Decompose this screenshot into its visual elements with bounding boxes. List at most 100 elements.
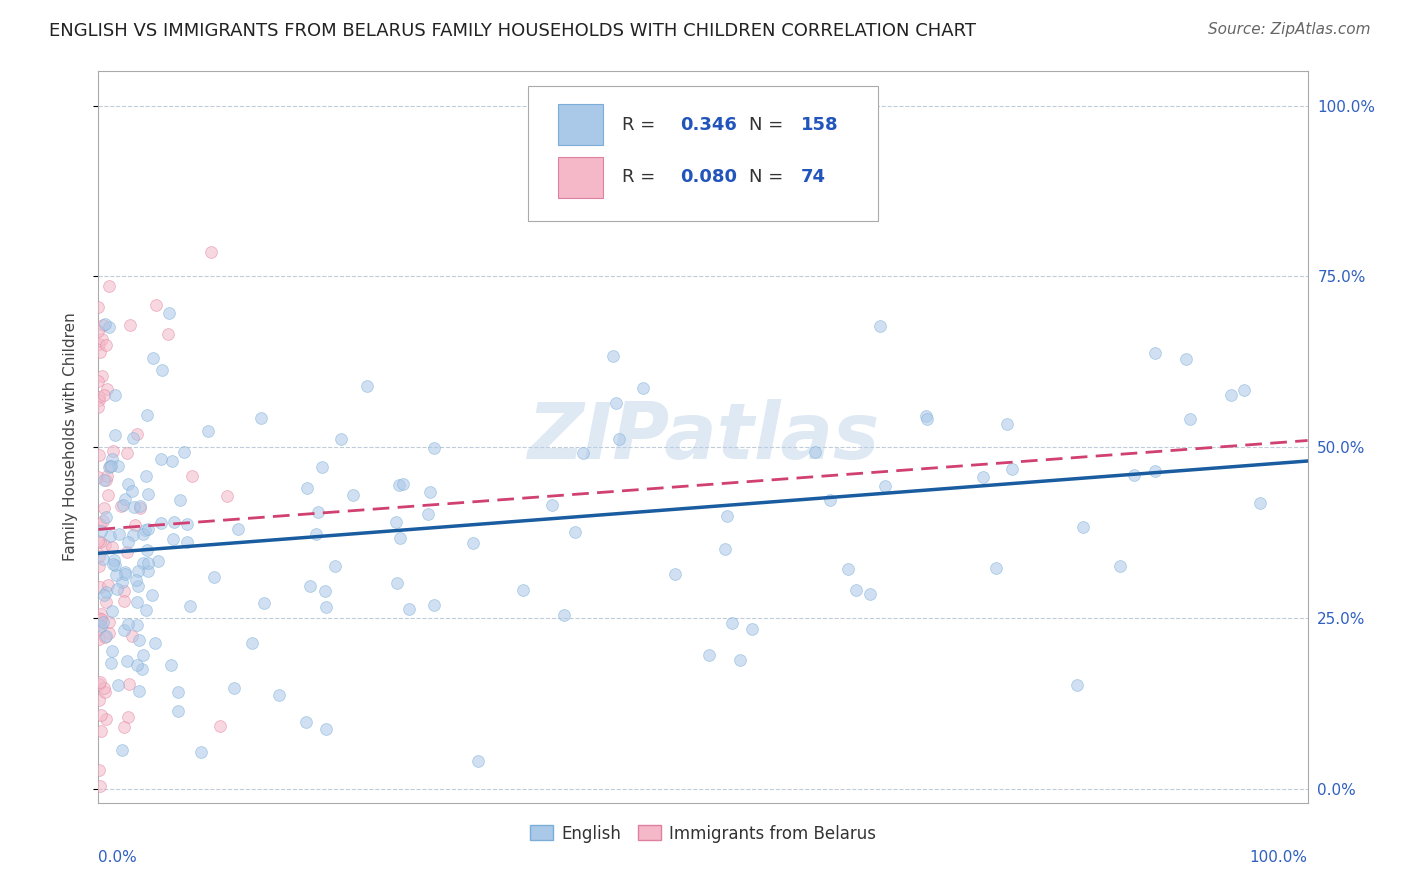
Point [104, 428, 127, 442]
Point [125, 657, 148, 672]
Point [141, 588, 163, 602]
Point [96, 382, 118, 396]
Point [117, 616, 139, 631]
Point [101, 643, 124, 657]
Point [94, 473, 117, 487]
Point [104, 388, 127, 402]
Point [134, 524, 156, 538]
Point [572, 445, 595, 459]
Point [602, 349, 624, 363]
Point [664, 567, 686, 582]
Point [169, 493, 191, 508]
Point [392, 477, 415, 491]
Point [307, 504, 329, 518]
FancyBboxPatch shape [527, 86, 879, 221]
Point [202, 569, 225, 583]
Point [311, 459, 333, 474]
Point [87, 533, 110, 548]
Point [845, 582, 868, 597]
Point [111, 742, 134, 756]
Point [100, 458, 122, 473]
Point [91, 552, 114, 566]
Point [222, 681, 245, 695]
Point [87, 610, 110, 624]
Point [121, 629, 143, 643]
Point [512, 582, 534, 597]
Point [149, 838, 172, 853]
Point [132, 648, 155, 662]
Point [1233, 383, 1256, 397]
Point [305, 527, 328, 541]
Point [148, 553, 170, 567]
Point [136, 486, 159, 500]
Point [342, 487, 364, 501]
Point [98, 279, 121, 293]
Point [209, 719, 232, 733]
Point [87, 622, 110, 636]
Point [181, 469, 204, 483]
Point [463, 535, 485, 549]
Point [114, 565, 136, 579]
Point [90, 612, 112, 626]
Point [122, 528, 145, 542]
Point [108, 526, 131, 541]
Point [149, 451, 172, 466]
Point [103, 557, 125, 571]
Point [98, 459, 121, 474]
Point [127, 579, 149, 593]
Point [93, 681, 115, 696]
Point [200, 244, 222, 259]
Point [915, 411, 938, 425]
Point [179, 599, 201, 614]
Point [356, 379, 378, 393]
Point [93, 500, 115, 515]
Point [984, 561, 1007, 575]
Point [94, 712, 117, 726]
Point [803, 445, 825, 459]
Point [121, 483, 143, 498]
Point [100, 656, 122, 670]
Point [869, 318, 891, 333]
Point [96, 488, 118, 502]
Point [94, 629, 117, 643]
Point [173, 444, 195, 458]
Point [190, 745, 212, 759]
Point [90, 607, 112, 621]
Point [117, 535, 139, 549]
Point [150, 363, 173, 377]
Point [132, 556, 155, 570]
Point [564, 524, 586, 539]
Text: R =: R = [621, 116, 661, 134]
Point [631, 381, 654, 395]
Point [176, 517, 198, 532]
Point [859, 587, 882, 601]
Point [87, 301, 110, 315]
Point [741, 622, 763, 636]
Point [197, 424, 219, 438]
Point [1123, 467, 1146, 482]
Text: R =: R = [621, 169, 661, 186]
Point [419, 485, 441, 500]
FancyBboxPatch shape [558, 104, 603, 145]
Point [89, 632, 111, 647]
Point [138, 564, 160, 578]
Point [215, 490, 238, 504]
Point [100, 540, 122, 554]
Point [1001, 462, 1024, 476]
Point [295, 481, 318, 495]
Point [131, 662, 153, 676]
Point [1071, 519, 1094, 533]
Point [157, 327, 180, 342]
FancyBboxPatch shape [558, 157, 603, 198]
Point [115, 654, 138, 668]
Text: N =: N = [749, 169, 789, 186]
Point [915, 409, 938, 423]
Point [697, 648, 720, 662]
Point [93, 615, 115, 630]
Point [127, 564, 149, 578]
Point [89, 616, 111, 631]
Point [329, 432, 352, 446]
Point [98, 319, 121, 334]
Point [720, 615, 742, 630]
Y-axis label: Family Households with Children: Family Households with Children [63, 313, 77, 561]
